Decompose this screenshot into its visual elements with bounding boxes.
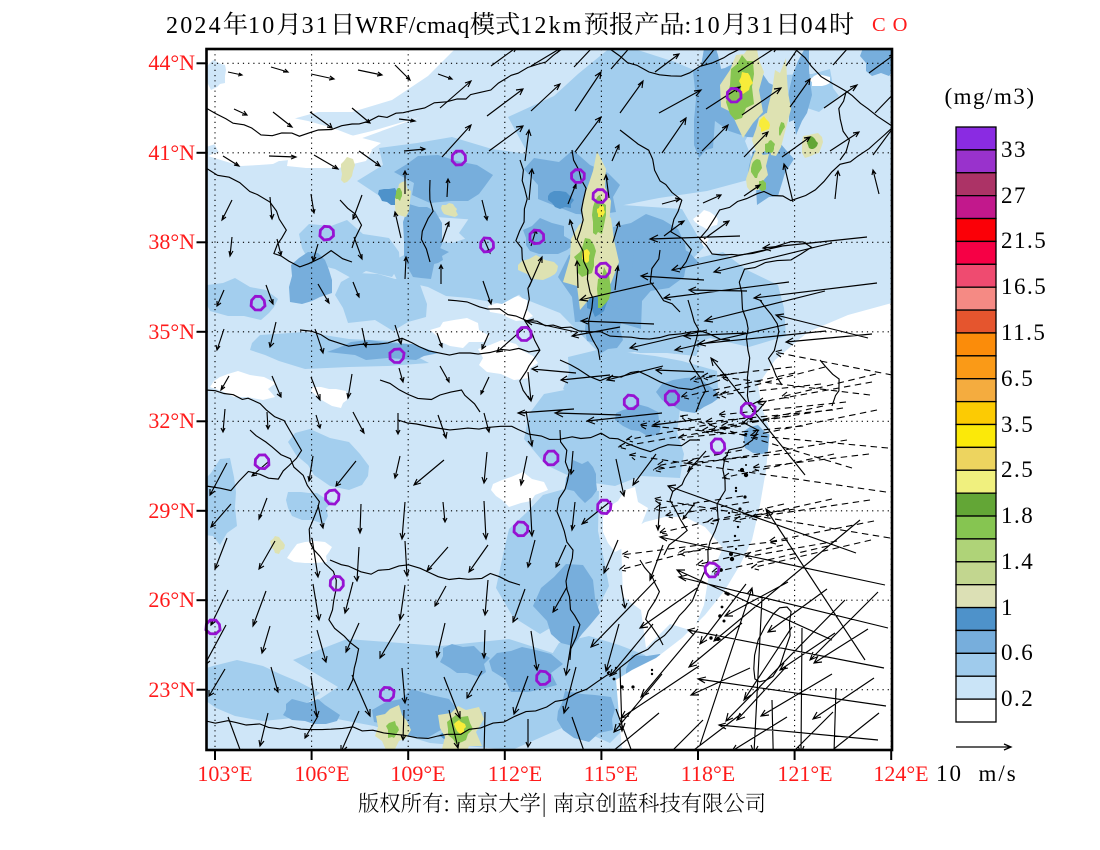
svg-text:04: 04 bbox=[801, 13, 829, 39]
svg-text:1.4: 1.4 bbox=[1001, 549, 1034, 574]
svg-text:32°N: 32°N bbox=[148, 408, 195, 433]
svg-text:21.5: 21.5 bbox=[1001, 228, 1047, 253]
svg-text:10: 10 bbox=[248, 13, 276, 39]
svg-text:118°E: 118°E bbox=[681, 761, 735, 786]
svg-text::: : bbox=[685, 13, 694, 39]
svg-text:(mg/m3): (mg/m3) bbox=[945, 84, 1036, 109]
svg-text:0.6: 0.6 bbox=[1001, 640, 1034, 665]
svg-text:29°N: 29°N bbox=[148, 498, 195, 523]
svg-text:27: 27 bbox=[1001, 183, 1027, 208]
svg-text:3.5: 3.5 bbox=[1001, 412, 1034, 437]
svg-text:112°E: 112°E bbox=[488, 761, 542, 786]
svg-text:2024: 2024 bbox=[166, 13, 223, 39]
svg-text:16.5: 16.5 bbox=[1001, 274, 1047, 299]
svg-text:0.2: 0.2 bbox=[1001, 686, 1034, 711]
svg-text:23°N: 23°N bbox=[148, 677, 195, 702]
svg-text:2.5: 2.5 bbox=[1001, 457, 1034, 482]
svg-text:31: 31 bbox=[747, 13, 775, 39]
svg-text:121°E: 121°E bbox=[777, 761, 832, 786]
svg-text:44°N: 44°N bbox=[148, 50, 195, 75]
svg-text:115°E: 115°E bbox=[584, 761, 638, 786]
svg-text:124°E: 124°E bbox=[873, 761, 928, 786]
svg-text:109°E: 109°E bbox=[390, 761, 445, 786]
svg-text:WRF/cmaq: WRF/cmaq bbox=[355, 13, 470, 39]
svg-text:41°N: 41°N bbox=[148, 140, 195, 165]
svg-text:31: 31 bbox=[302, 13, 330, 39]
svg-text:10 m/s: 10 m/s bbox=[936, 761, 1018, 786]
svg-text:35°N: 35°N bbox=[148, 319, 195, 344]
svg-text:26°N: 26°N bbox=[148, 587, 195, 612]
svg-text:CO: CO bbox=[872, 14, 914, 36]
svg-text:12km: 12km bbox=[520, 13, 583, 39]
svg-text:1: 1 bbox=[1001, 595, 1014, 620]
svg-text:11.5: 11.5 bbox=[1001, 320, 1046, 345]
svg-text:106°E: 106°E bbox=[294, 761, 349, 786]
svg-text:103°E: 103°E bbox=[197, 761, 252, 786]
svg-text:10: 10 bbox=[693, 13, 721, 39]
svg-text:38°N: 38°N bbox=[148, 229, 195, 254]
svg-text:33: 33 bbox=[1001, 137, 1027, 162]
svg-text:1.8: 1.8 bbox=[1001, 503, 1034, 528]
svg-text:6.5: 6.5 bbox=[1001, 366, 1034, 391]
